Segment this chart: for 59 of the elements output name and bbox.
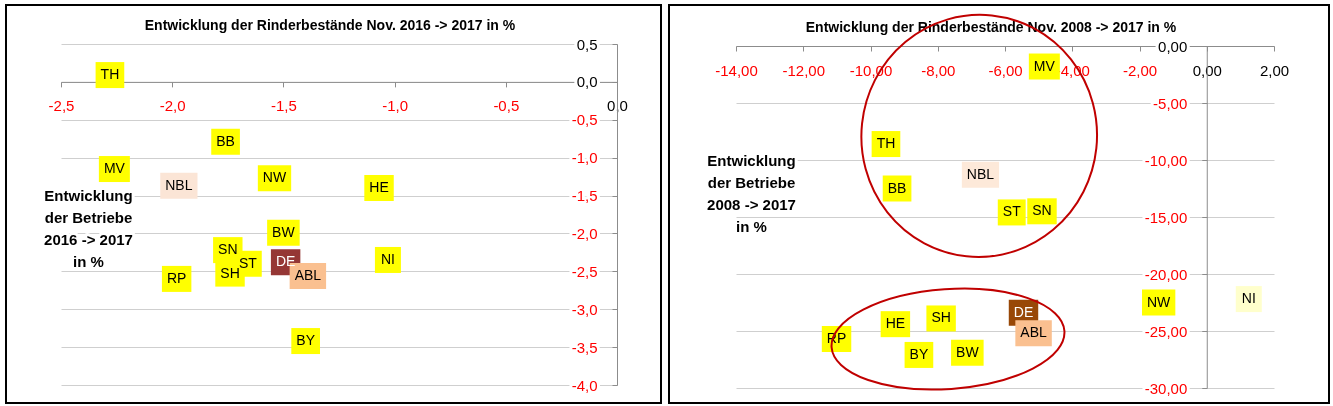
y-tick-label: -20,00 bbox=[1144, 265, 1188, 283]
y-tick-label: -3,0 bbox=[571, 300, 598, 318]
x-tick-label: -2,00 bbox=[1122, 61, 1158, 79]
y-axis-title: Entwicklung der Betriebe 2008 -> 2017 in % bbox=[707, 151, 796, 235]
series-label: NW bbox=[262, 169, 287, 186]
x-tick-label: 0,00 bbox=[1192, 61, 1222, 79]
series-label: DE bbox=[1013, 303, 1034, 320]
series-label: SH bbox=[931, 309, 951, 326]
x-tick-label: -8,00 bbox=[921, 61, 956, 79]
series-label: NI bbox=[380, 250, 395, 267]
series-label: HE bbox=[885, 315, 906, 332]
series-label: RP bbox=[166, 269, 187, 286]
x-tick-label: -6,00 bbox=[988, 61, 1023, 79]
y-tick-label: -4,0 bbox=[571, 376, 598, 394]
y-tick-label: -0,5 bbox=[571, 111, 598, 129]
series-label: HE bbox=[369, 178, 389, 195]
y-tick-label: 0,00 bbox=[1158, 37, 1188, 55]
series-label: BW bbox=[272, 223, 296, 240]
y-tick-label: 0,0 bbox=[576, 73, 598, 91]
y-axis-title: Entwicklung der Betriebe 2016 -> 2017 in % bbox=[44, 186, 133, 270]
series-label: ST bbox=[1002, 203, 1022, 220]
x-tick-label: -14,00 bbox=[715, 61, 758, 79]
x-tick-label: -12,00 bbox=[782, 61, 826, 79]
y-tick-label: -3,5 bbox=[571, 338, 598, 356]
x-tick-label: -1,5 bbox=[270, 97, 297, 115]
chart-title: Entwicklung der Rinderbestände Nov. 2016 -> 2017 in % bbox=[144, 17, 516, 33]
series-label: BB bbox=[216, 132, 235, 149]
x-tick-label: 0,0 bbox=[607, 97, 628, 115]
series-label: SN bbox=[218, 241, 238, 258]
series-label: ABL bbox=[1020, 324, 1048, 341]
series-label: BY bbox=[296, 332, 316, 349]
x-tick-label: -0,5 bbox=[493, 97, 520, 115]
x-tick-label: -2,0 bbox=[159, 97, 186, 115]
series-label: DE bbox=[275, 253, 296, 270]
y-tick-label: -1,0 bbox=[571, 149, 598, 167]
series-label: MV bbox=[1033, 57, 1056, 74]
y-tick-label: -10,00 bbox=[1144, 151, 1188, 169]
x-tick-label: -2,5 bbox=[48, 97, 75, 115]
y-tick-label: 0,5 bbox=[576, 35, 598, 53]
x-tick-label: -1,0 bbox=[382, 97, 409, 115]
series-label: NW bbox=[1147, 293, 1172, 310]
series-label: BW bbox=[956, 343, 980, 360]
y-tick-label: -25,00 bbox=[1144, 322, 1188, 340]
series-label: BB bbox=[887, 179, 907, 196]
x-tick-label: 2,00 bbox=[1259, 61, 1290, 79]
series-label: BY bbox=[909, 345, 929, 362]
y-tick-label: -2,0 bbox=[571, 224, 598, 242]
y-tick-label: -5,00 bbox=[1153, 94, 1188, 112]
series-label: SH bbox=[220, 264, 240, 281]
series-label: MV bbox=[103, 160, 126, 177]
y-tick-label: -30,00 bbox=[1144, 379, 1188, 397]
series-label: ST bbox=[238, 254, 258, 271]
y-tick-label: -1,5 bbox=[571, 187, 598, 205]
series-label: TH bbox=[100, 66, 120, 83]
series-label: SN bbox=[1032, 202, 1052, 219]
y-tick-label: -15,00 bbox=[1144, 208, 1188, 226]
series-label: TH bbox=[876, 135, 896, 152]
y-tick-label: -2,5 bbox=[571, 262, 598, 280]
series-label: NI bbox=[1241, 290, 1256, 307]
